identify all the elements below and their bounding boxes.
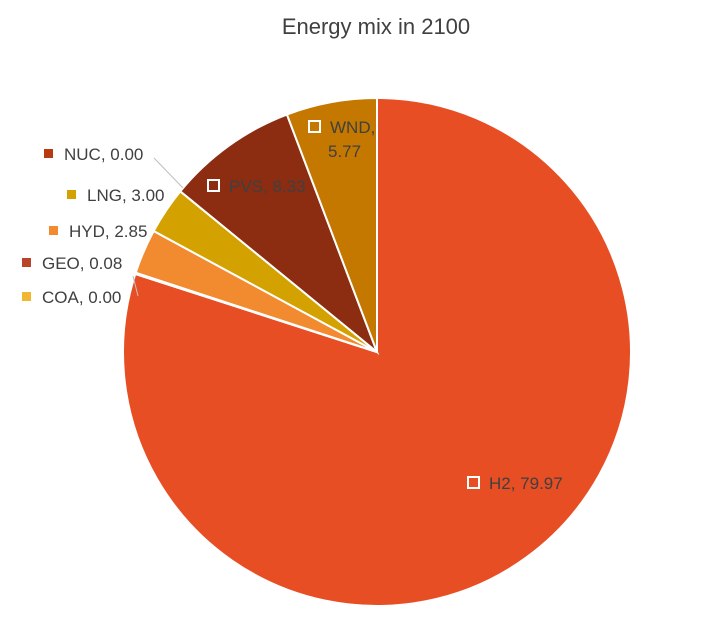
data-label-h2: H2, 79.97	[489, 474, 563, 493]
legend-key-lng	[67, 190, 76, 199]
legend-key-pvs	[207, 179, 220, 192]
legend-key-geo	[22, 258, 31, 267]
data-label-lng: LNG, 3.00	[87, 186, 165, 205]
pie-labels: H2, 79.97 COA, 0.00 GEO, 0.08 HYD, 2.85 LNG,…	[22, 118, 563, 493]
pie-slice-wnd	[285, 96, 378, 353]
data-label-wnd: WND, 5.77	[328, 118, 375, 161]
legend-key-hyd	[49, 226, 58, 235]
data-label-geo: GEO, 0.08	[42, 254, 122, 273]
data-label-hyd: HYD, 2.85	[69, 222, 147, 241]
pie-slices	[122, 96, 632, 607]
data-label-coa: COA, 0.00	[42, 288, 121, 307]
legend-key-h2	[467, 476, 480, 489]
data-label-pvs: PVS, 8.33	[229, 177, 306, 196]
legend-key-wnd	[308, 120, 321, 133]
leader-line-coa	[132, 275, 139, 297]
legend-key-nuc	[44, 149, 53, 158]
pie-slice-h2	[122, 96, 632, 607]
data-label-nuc: NUC, 0.00	[64, 145, 143, 164]
pie-slice-pvs	[178, 113, 380, 356]
chart-title: Energy mix in 2100	[282, 14, 470, 39]
leader-line-nuc	[153, 157, 184, 189]
legend-key-coa	[22, 292, 31, 301]
